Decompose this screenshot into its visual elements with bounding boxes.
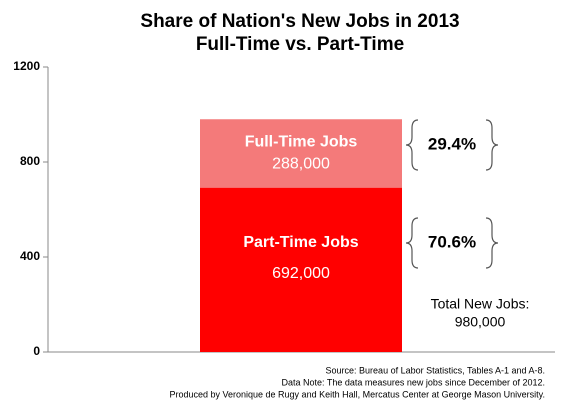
- source-line: Source: Bureau of Labor Statistics, Tabl…: [326, 365, 545, 375]
- value-label: 288,000: [272, 156, 330, 173]
- chart-title: Share of Nation's New Jobs in 2013: [140, 11, 459, 32]
- source-line: Data Note: The data measures new jobs si…: [282, 377, 545, 387]
- total-label: Total New Jobs:: [431, 296, 530, 312]
- brace: [485, 119, 499, 171]
- brace: [405, 217, 419, 269]
- chart-subtitle: Full-Time vs. Part-Time: [196, 34, 404, 55]
- value-label: 692,000: [272, 265, 330, 282]
- brace: [485, 217, 499, 269]
- source-line: Produced by Veronique de Rugy and Keith …: [169, 389, 545, 399]
- segment-name: Part-Time Jobs: [243, 234, 358, 251]
- bar-segment: [200, 119, 402, 188]
- share-label: 29.4%: [428, 134, 476, 153]
- segment-name: Full-Time Jobs: [245, 134, 358, 151]
- share-label: 70.6%: [428, 232, 476, 251]
- y-tick-label: 800: [20, 154, 40, 168]
- brace: [405, 119, 419, 171]
- y-tick-label: 0: [33, 344, 40, 358]
- braces: [405, 119, 499, 269]
- y-tick-label: 1200: [13, 59, 40, 73]
- bar-segment: [200, 187, 402, 352]
- y-tick-label: 400: [20, 249, 40, 263]
- total-value: 980,000: [455, 314, 506, 330]
